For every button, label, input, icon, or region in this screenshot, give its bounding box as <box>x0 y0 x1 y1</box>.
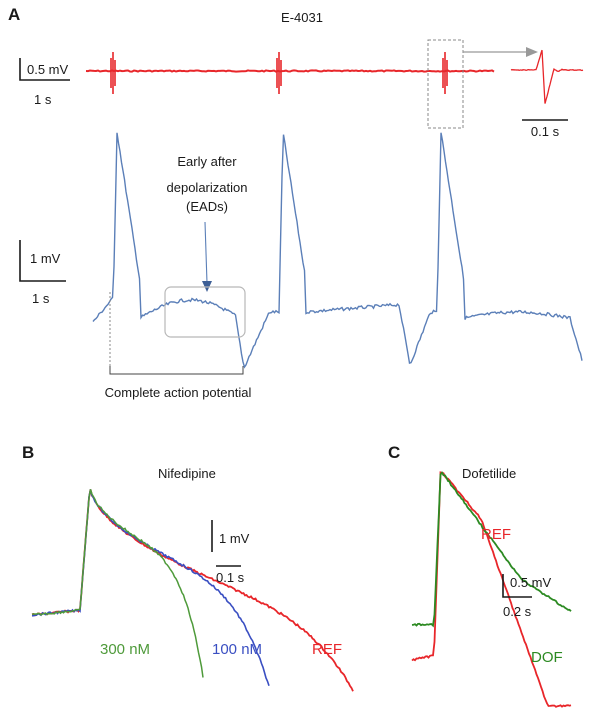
scale-bar-lines <box>19 58 70 81</box>
panel-c-title: Dofetilide <box>462 466 516 481</box>
ead-box <box>164 286 246 338</box>
panel-b-title: Nifedipine <box>158 466 216 481</box>
c-scale-voltage: 0.5 mV <box>510 575 552 590</box>
complete-ap-bracket: Complete action potential <box>105 292 252 400</box>
panel-letter-b: B <box>22 443 34 462</box>
b-scale-time: 0.1 s <box>216 570 245 585</box>
zoom-box <box>427 39 464 129</box>
inset-spike-trace <box>510 49 584 104</box>
scale-label-voltage: 0.5 mV <box>27 62 69 77</box>
panel-letter-c: C <box>388 443 400 462</box>
ead-line-2: depolarization <box>167 180 248 195</box>
legend-300nm: 300 nM <box>100 641 150 658</box>
scale-bar-b: 1 mV 0.1 s <box>211 520 250 585</box>
field-potential-spike <box>110 52 116 94</box>
scale-bar-lines <box>19 240 66 282</box>
scale-bar-c: 0.5 mV 0.2 s <box>502 574 552 619</box>
scale-bar-inset: 0.1 s <box>522 119 568 139</box>
scale-label-time: 1 s <box>34 92 52 107</box>
ead-arrow-line <box>204 221 208 284</box>
scale-label-time: 1 s <box>32 291 50 306</box>
series-300nm-trace <box>31 489 204 678</box>
series-dof-trace <box>411 471 572 628</box>
field-potential-baseline <box>85 69 495 73</box>
ead-annotation: Early after depolarization (EADs) <box>164 154 248 338</box>
field-potential-spike <box>442 52 448 94</box>
complete-ap-label: Complete action potential <box>105 385 252 400</box>
panel-letter-a: A <box>8 5 20 24</box>
ead-line-3: (EADs) <box>186 199 228 214</box>
legend-100nm: 100 nM <box>212 641 262 658</box>
ead-line-1: Early after <box>177 154 237 169</box>
legend-ref-c: REF <box>481 526 511 543</box>
panel-a-title: E-4031 <box>281 10 323 25</box>
action-potential-trace <box>92 132 583 369</box>
scale-bar-a-top: 0.5 mV 1 s <box>19 58 70 107</box>
c-scale-time: 0.2 s <box>503 604 532 619</box>
zoom-arrow <box>463 47 538 57</box>
series-ref-trace <box>31 489 354 692</box>
scale-bar-a-bottom: 1 mV 1 s <box>19 240 66 306</box>
scale-label-voltage: 1 mV <box>30 251 61 266</box>
b-scale-voltage: 1 mV <box>219 531 250 546</box>
field-potential-spike <box>276 52 282 94</box>
inset-scale-label: 0.1 s <box>531 124 560 139</box>
legend-ref-b: REF <box>312 641 342 658</box>
field-potential-trace <box>85 52 495 94</box>
legend-dof: DOF <box>531 649 563 666</box>
